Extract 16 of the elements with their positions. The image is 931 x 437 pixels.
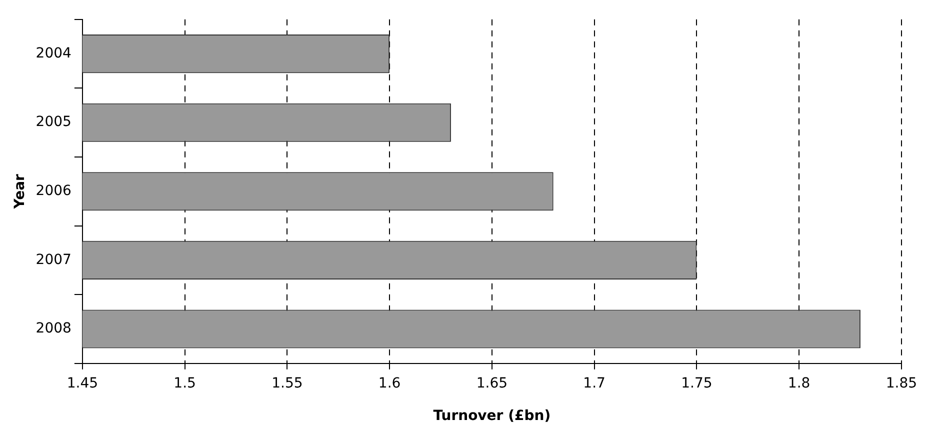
y-tick-label: 2006: [36, 183, 72, 200]
y-axis-title: Year: [12, 174, 28, 210]
x-tick-label: 1.45: [66, 375, 98, 392]
y-tick-label: 2004: [36, 45, 72, 62]
x-tick-label: 1.7: [583, 375, 606, 392]
x-tick-label: 1.75: [681, 375, 712, 392]
x-tick-label: 1.55: [272, 375, 303, 392]
x-axis-title: Turnover (£bn): [433, 408, 551, 424]
y-tick-label: 2008: [36, 320, 72, 337]
x-tick-label: 1.65: [476, 375, 508, 392]
x-tick-label: 1.5: [174, 375, 196, 392]
y-tick-label: 2005: [36, 114, 72, 130]
x-tick-label: 1.8: [788, 375, 810, 392]
x-tick-label: 1.85: [886, 375, 917, 392]
y-tick-label: 2007: [36, 252, 72, 268]
x-tick-label: 1.6: [378, 375, 401, 392]
